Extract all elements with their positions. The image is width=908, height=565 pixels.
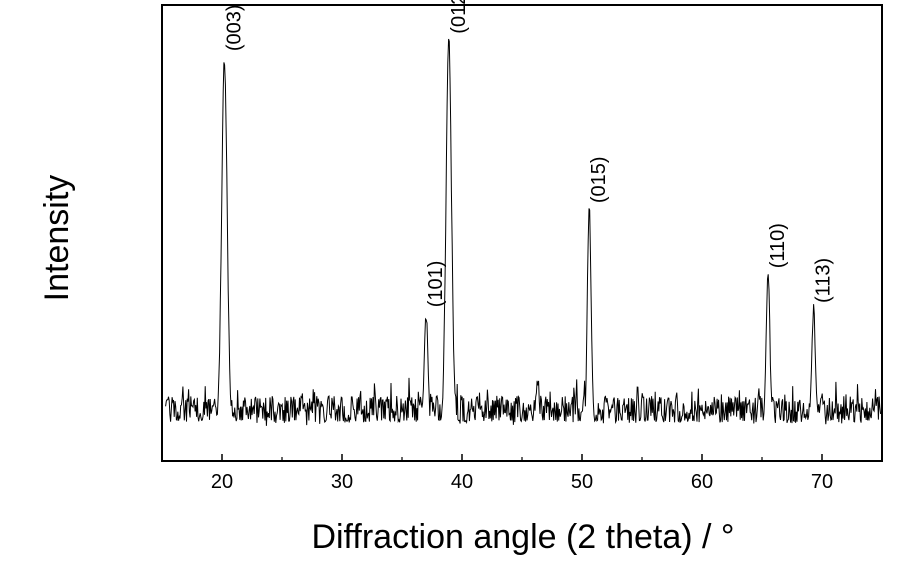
x-axis-ticks: 20 30 40 50 60 70 (161, 454, 883, 493)
peak-labels: (003) (101) (012) (015) (110) (113) (223, 0, 834, 307)
y-axis-title: Intensity (38, 175, 76, 302)
x-tick-label: 60 (691, 471, 713, 493)
peak-label: (003) (223, 4, 245, 51)
x-axis-title: Diffraction angle (2 theta) / ° (311, 518, 734, 556)
peak-label: (113) (813, 258, 835, 303)
peak-label: (110) (767, 223, 789, 268)
x-tick-label: 30 (331, 471, 353, 493)
x-tick-label: 40 (451, 471, 473, 493)
xrd-pattern-line (165, 38, 882, 426)
peak-label: (015) (588, 156, 610, 203)
x-tick-label: 20 (211, 471, 233, 493)
x-tick-label: 70 (811, 471, 833, 493)
x-tick-label: 50 (571, 471, 593, 493)
plot-lines (165, 38, 882, 426)
peak-label: (012) (448, 0, 470, 34)
peak-label: (101) (425, 261, 447, 308)
